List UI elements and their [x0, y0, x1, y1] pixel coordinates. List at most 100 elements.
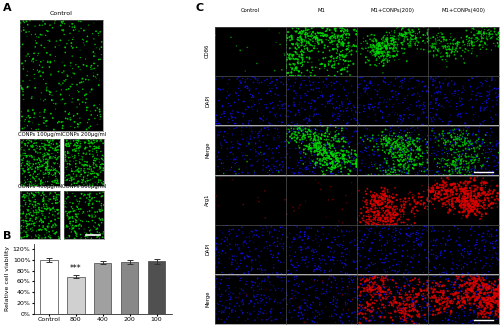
Point [484, 296, 492, 301]
Point [81, 93, 89, 98]
Point [382, 136, 390, 141]
Point [390, 55, 398, 60]
Point [284, 271, 292, 277]
Point [372, 139, 380, 144]
Point [91, 116, 99, 121]
Point [468, 287, 476, 293]
Point [391, 309, 399, 314]
Point [473, 255, 481, 260]
Point [280, 139, 288, 145]
Point [424, 187, 432, 193]
Point [367, 96, 375, 101]
Point [48, 151, 56, 156]
Point [399, 133, 407, 138]
Point [74, 137, 82, 142]
Point [335, 136, 343, 142]
Point [70, 171, 78, 177]
Point [362, 305, 370, 311]
Point [480, 295, 488, 301]
Point [18, 140, 26, 146]
Point [312, 39, 320, 44]
Point [452, 187, 460, 192]
Point [250, 288, 258, 293]
Point [450, 82, 458, 87]
Point [474, 154, 482, 159]
Point [406, 43, 414, 48]
Point [307, 145, 315, 150]
Point [265, 127, 273, 132]
Point [302, 117, 310, 122]
Point [424, 160, 432, 165]
Point [432, 280, 440, 285]
Point [413, 149, 421, 155]
Point [27, 153, 35, 158]
Point [296, 133, 304, 138]
Point [44, 143, 52, 148]
Point [295, 69, 303, 74]
Point [406, 39, 414, 44]
Point [52, 198, 60, 203]
Point [462, 169, 470, 175]
Point [454, 181, 462, 186]
Point [228, 149, 235, 155]
Point [492, 32, 500, 37]
Point [380, 137, 388, 142]
Point [390, 28, 398, 33]
Point [46, 39, 54, 44]
Point [398, 288, 406, 294]
Point [412, 148, 420, 153]
Point [404, 105, 412, 110]
Point [466, 194, 474, 199]
Point [441, 191, 449, 197]
Point [356, 220, 364, 225]
Point [334, 126, 342, 131]
Point [332, 312, 340, 317]
Point [356, 320, 364, 325]
Point [396, 288, 404, 293]
Point [274, 300, 281, 305]
Point [264, 246, 272, 251]
Point [412, 116, 420, 122]
Point [414, 147, 422, 152]
Point [374, 43, 382, 48]
Point [480, 27, 488, 32]
Point [406, 162, 414, 167]
Point [485, 290, 493, 295]
Point [379, 35, 387, 41]
Point [282, 296, 290, 301]
Point [76, 101, 84, 107]
Point [68, 154, 76, 159]
Point [54, 137, 62, 142]
Point [82, 92, 90, 97]
Point [347, 275, 355, 281]
Point [409, 162, 417, 167]
Point [410, 301, 418, 306]
Point [442, 297, 450, 302]
Point [463, 291, 471, 297]
Point [463, 295, 471, 300]
Point [320, 82, 328, 87]
Point [420, 32, 428, 38]
Point [40, 232, 48, 237]
Point [245, 271, 253, 276]
Point [435, 191, 443, 196]
Point [488, 227, 496, 232]
Point [84, 183, 92, 188]
Point [456, 277, 464, 283]
Point [374, 132, 382, 138]
Point [443, 205, 451, 210]
Point [480, 272, 488, 277]
Point [367, 218, 375, 224]
Point [440, 235, 448, 241]
Point [399, 306, 407, 312]
Point [404, 262, 411, 267]
Point [89, 146, 97, 151]
Point [249, 283, 257, 288]
Point [212, 255, 220, 260]
Point [454, 42, 462, 47]
Point [408, 145, 416, 150]
Point [218, 75, 226, 80]
Point [411, 150, 419, 156]
Point [342, 35, 350, 40]
Point [470, 276, 478, 281]
